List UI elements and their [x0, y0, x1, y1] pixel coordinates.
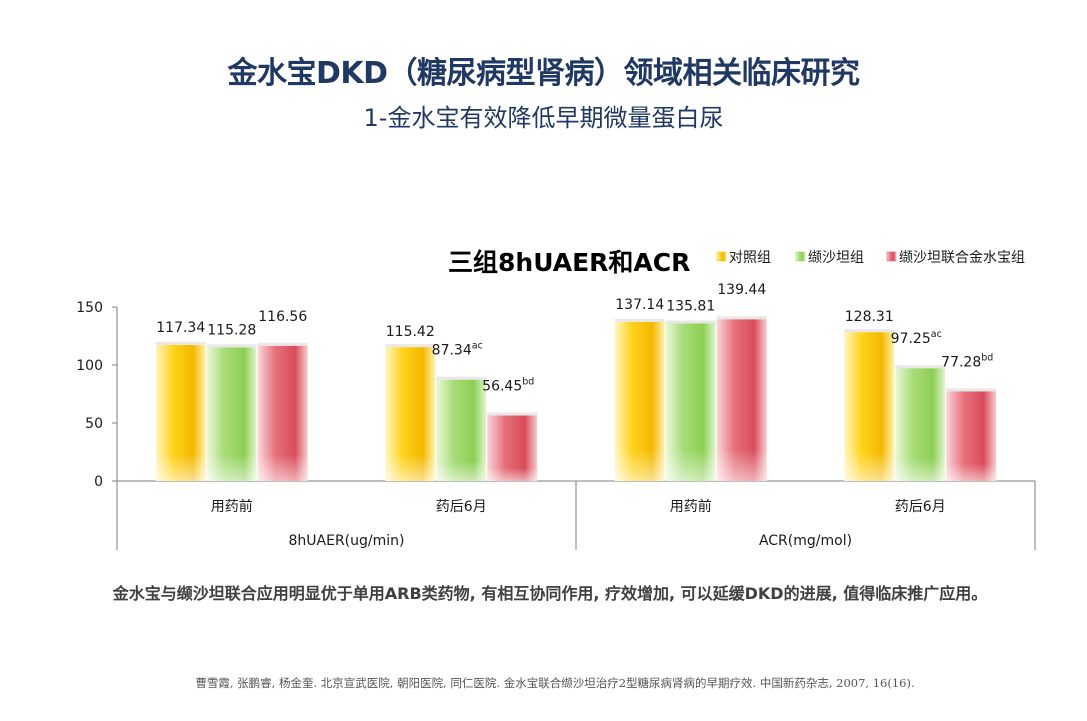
- bar-top: [385, 344, 436, 348]
- legend-label: 缬沙坦联合金水宝组: [899, 250, 1025, 266]
- data-label: 115.28: [207, 322, 256, 338]
- y-tick-label: 100: [76, 358, 103, 374]
- legend-swatch: [795, 251, 806, 262]
- category-label: 药后6月: [436, 499, 487, 515]
- slide-title: 金水宝DKD（糖尿病型肾病）领域相关临床研究: [227, 56, 860, 91]
- group-label: 8hUAER(ug/min): [289, 533, 405, 549]
- conclusion-text: 金水宝与缬沙坦联合应用明显优于单用ARB类药物, 有相互协同作用, 疗效增加, …: [112, 584, 988, 603]
- reference-citation: 曹雪霞, 张鹏睿, 杨金奎. 北京宣武医院, 朝阳医院, 同仁医院. 金水宝联合…: [195, 676, 915, 690]
- y-tick-label: 0: [94, 474, 103, 490]
- data-label: 77.28bd: [941, 352, 993, 370]
- bar-top: [257, 342, 308, 346]
- bar-sheen: [844, 332, 895, 481]
- bar-sheen: [716, 319, 767, 481]
- bar-sheen: [155, 344, 206, 481]
- bar-sheen: [206, 347, 257, 481]
- bar-top: [716, 316, 767, 320]
- legend-swatch: [886, 251, 897, 262]
- legend-swatch: [716, 251, 727, 262]
- data-label: 128.31: [845, 309, 894, 325]
- chart-title: 三组8hUAER和ACR: [448, 248, 690, 277]
- bar-top: [206, 344, 257, 348]
- bar-top: [946, 388, 997, 392]
- bar-top: [844, 329, 895, 333]
- bar-sheen: [257, 345, 308, 481]
- data-label: 117.34: [156, 320, 205, 336]
- bar-sheen: [895, 368, 946, 481]
- y-tick-label: 150: [76, 300, 103, 316]
- data-label: 135.81: [666, 298, 715, 314]
- bar-sheen: [946, 391, 997, 481]
- bar-sheen: [487, 415, 538, 481]
- data-label: 56.45bd: [482, 377, 534, 395]
- bar-top: [614, 318, 665, 322]
- bar-top: [487, 412, 538, 416]
- bar-top: [436, 376, 487, 380]
- legend-label: 缬沙坦组: [808, 250, 864, 266]
- group-label: ACR(mg/mol): [759, 533, 852, 549]
- category-label: 用药前: [670, 498, 712, 515]
- bar-top: [155, 341, 206, 345]
- y-tick-label: 50: [85, 416, 103, 432]
- bar-sheen: [665, 323, 716, 481]
- data-label: 137.14: [615, 297, 664, 313]
- data-label: 97.25ac: [891, 329, 942, 347]
- data-label: 115.42: [386, 324, 435, 340]
- bar-sheen: [436, 379, 487, 481]
- data-label: 139.44: [717, 282, 766, 298]
- legend-label: 对照组: [729, 250, 771, 266]
- bar-sheen: [385, 347, 436, 481]
- bar-sheen: [614, 321, 665, 481]
- category-label: 药后6月: [895, 499, 946, 515]
- data-label: 87.34ac: [432, 341, 483, 359]
- bar-top: [895, 365, 946, 369]
- bar-top: [665, 320, 716, 324]
- slide-subtitle: 1-金水宝有效降低早期微量蛋白尿: [363, 104, 724, 132]
- category-label: 用药前: [211, 498, 253, 515]
- data-label: 116.56: [258, 309, 307, 325]
